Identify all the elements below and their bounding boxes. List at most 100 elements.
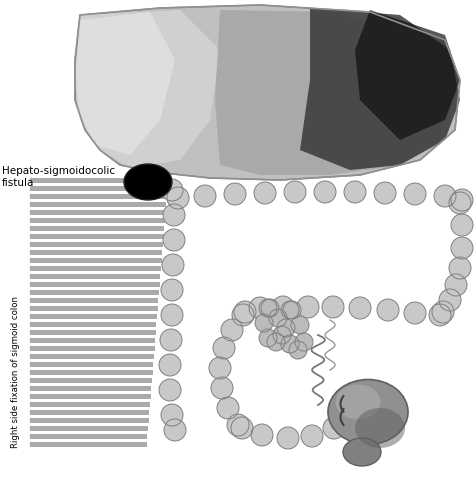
Circle shape [160, 329, 182, 351]
Polygon shape [355, 10, 460, 140]
Polygon shape [215, 10, 445, 175]
Circle shape [374, 182, 396, 204]
Circle shape [281, 335, 299, 353]
Circle shape [449, 192, 471, 214]
Polygon shape [75, 5, 460, 180]
Circle shape [434, 185, 456, 207]
Bar [28, 402, 150, 406]
Circle shape [259, 299, 277, 317]
Circle shape [163, 229, 185, 251]
Bar [28, 314, 157, 319]
Circle shape [269, 309, 287, 327]
Bar [28, 306, 158, 310]
Bar [28, 322, 156, 327]
Circle shape [159, 354, 181, 376]
Ellipse shape [328, 379, 408, 445]
Circle shape [301, 425, 323, 447]
Bar [28, 378, 152, 382]
Circle shape [167, 187, 189, 209]
Circle shape [161, 179, 183, 201]
Circle shape [255, 314, 273, 332]
Circle shape [224, 183, 246, 205]
Circle shape [344, 181, 366, 203]
Circle shape [161, 404, 183, 426]
Circle shape [267, 333, 285, 351]
Circle shape [159, 379, 181, 401]
Bar [28, 210, 165, 215]
Circle shape [251, 424, 273, 446]
Bar [28, 194, 167, 199]
Circle shape [211, 377, 233, 399]
Circle shape [232, 304, 254, 326]
Circle shape [445, 274, 467, 296]
Bar [28, 234, 164, 239]
Bar [28, 418, 149, 422]
Circle shape [432, 301, 454, 323]
Circle shape [451, 189, 473, 211]
Bar [28, 298, 158, 302]
Bar [28, 394, 151, 398]
Circle shape [404, 302, 426, 324]
Bar [28, 218, 165, 223]
Ellipse shape [124, 164, 172, 200]
Circle shape [449, 257, 471, 279]
Circle shape [277, 319, 295, 337]
Bar [28, 362, 153, 367]
Bar [28, 250, 162, 254]
Circle shape [281, 301, 299, 319]
Bar [28, 346, 155, 351]
Bar [28, 354, 154, 359]
Bar [28, 258, 162, 262]
Circle shape [209, 357, 231, 379]
Circle shape [284, 181, 306, 203]
Circle shape [221, 319, 243, 341]
Circle shape [289, 341, 307, 359]
Circle shape [234, 301, 256, 323]
Circle shape [283, 301, 301, 319]
Polygon shape [75, 10, 220, 168]
Circle shape [161, 279, 183, 301]
Bar [28, 442, 147, 447]
Circle shape [164, 419, 186, 441]
Circle shape [213, 337, 235, 359]
Circle shape [273, 326, 291, 344]
Polygon shape [300, 8, 460, 170]
Text: Right side fixation of sigmoid colon: Right side fixation of sigmoid colon [11, 296, 20, 448]
Bar [28, 426, 148, 430]
Circle shape [259, 329, 277, 347]
Bar [28, 330, 156, 335]
Bar [28, 266, 161, 270]
Circle shape [295, 333, 313, 351]
Text: Hepato-sigmoidocolic
fistula: Hepato-sigmoidocolic fistula [2, 166, 115, 188]
Bar [28, 410, 149, 414]
Circle shape [339, 404, 361, 426]
Bar [28, 178, 168, 182]
Circle shape [451, 237, 473, 259]
Circle shape [162, 254, 184, 276]
Circle shape [163, 204, 185, 226]
Circle shape [291, 316, 309, 334]
Bar [28, 282, 160, 286]
Circle shape [404, 183, 426, 205]
Circle shape [349, 297, 371, 319]
Circle shape [272, 296, 294, 318]
Bar [28, 202, 166, 207]
Circle shape [314, 181, 336, 203]
Bar [28, 186, 167, 191]
Circle shape [249, 297, 271, 319]
Circle shape [451, 214, 473, 236]
Ellipse shape [355, 408, 405, 448]
Circle shape [277, 427, 299, 449]
Circle shape [254, 182, 276, 204]
Circle shape [323, 417, 345, 439]
Ellipse shape [343, 438, 381, 466]
Ellipse shape [336, 384, 381, 419]
Circle shape [429, 304, 451, 326]
Circle shape [377, 299, 399, 321]
Bar [28, 274, 160, 278]
Circle shape [231, 417, 253, 439]
Bar [28, 226, 164, 231]
Circle shape [217, 397, 239, 419]
Circle shape [322, 296, 344, 318]
Circle shape [227, 414, 249, 436]
